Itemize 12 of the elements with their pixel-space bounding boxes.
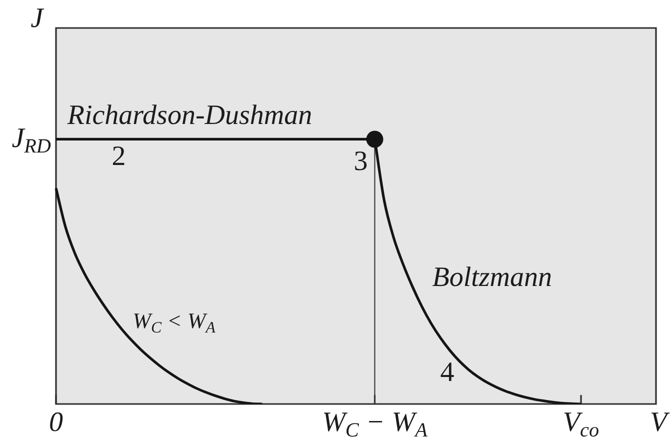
x-tick-label: W$_{C}$ − W$_{A}$ bbox=[322, 407, 428, 442]
x-axis-title: V bbox=[650, 407, 668, 438]
annotation: 3 bbox=[354, 146, 368, 178]
series-label: W$_{C}$ < W$_{A}$ bbox=[132, 308, 216, 336]
annotation: 4 bbox=[440, 357, 454, 388]
text: J$_{RD}$ bbox=[12, 123, 51, 158]
series-label: Boltzmann bbox=[432, 262, 552, 294]
series-label: Richardson-Dushman bbox=[67, 100, 312, 132]
annotation: 2 bbox=[112, 140, 126, 172]
x-tick-label: 0 bbox=[49, 407, 63, 438]
x-tick-label: V$_{co}$ bbox=[562, 407, 600, 442]
y-axis-title: J bbox=[30, 3, 43, 34]
